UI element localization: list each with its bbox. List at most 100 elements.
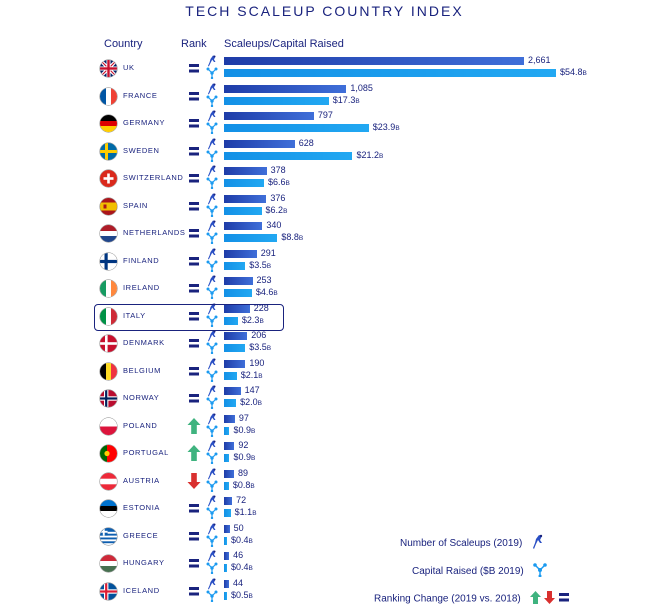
scaleups-bar [224, 139, 295, 148]
rank-equal-icon [187, 499, 201, 517]
capital-value-label: $54.8B [560, 67, 587, 77]
scaleup-rocket-icon [206, 165, 218, 177]
flag-switzerland-icon [100, 170, 117, 187]
scaleups-value-label: 89 [238, 467, 249, 478]
capital-network-icon [206, 452, 218, 464]
capital-value-label: $0.9B [233, 452, 256, 462]
rank-equal-icon [187, 59, 201, 77]
scaleups-bar [224, 249, 257, 258]
scaleups-value-label: 92 [238, 440, 249, 450]
capital-network-icon [206, 480, 218, 492]
row-netherlands: NETHERLANDS 340 $8.8B [0, 220, 649, 246]
capital-value-label: $23.9B [372, 122, 400, 132]
scaleups-bar [224, 277, 253, 285]
row-hungary: HUNGARY 46 $0.4B [0, 550, 649, 576]
capital-value-label: $2.3B [241, 314, 264, 325]
country-label: AUSTRIA [123, 475, 160, 485]
rank-equal-icon [187, 582, 201, 600]
rank-equal-icon [187, 389, 201, 407]
flag-austria-icon [100, 472, 117, 490]
flag-belgium-icon [100, 362, 117, 380]
flag-greece-icon [100, 527, 117, 545]
rank-equal-icon [187, 114, 201, 132]
rank-up-icon [187, 444, 201, 462]
scaleups-bar [224, 194, 267, 203]
capital-network-icon [206, 342, 218, 354]
legend-scaleups-label: Number of Scaleups (2019) [400, 538, 523, 550]
row-poland: POLAND 97 $0.9B [0, 413, 649, 439]
capital-network-icon [206, 205, 218, 217]
scaleup-rocket-icon [531, 534, 545, 553]
scaleup-rocket-icon [206, 550, 218, 562]
flag-italy-icon [100, 307, 117, 325]
scaleups-bar [224, 222, 263, 230]
scaleups-bar [224, 552, 230, 560]
row-finland: FINLAND 291 $3.5B [0, 248, 649, 274]
flag-netherlands-icon [100, 225, 117, 242]
rank-equal-icon [187, 87, 201, 105]
legend-rank-change-label: Ranking Change (2019 vs. 2018) [374, 593, 521, 605]
legend-rank-change: Ranking Change (2019 vs. 2018) [374, 591, 570, 607]
capital-network-icon [206, 507, 218, 519]
scaleup-rocket-icon [206, 220, 218, 232]
scaleup-rocket-icon [206, 413, 218, 425]
capital-bar [224, 536, 227, 545]
scaleups-value-label: 253 [256, 275, 272, 285]
country-label: DENMARK [123, 338, 165, 347]
country-label: ICELAND [123, 585, 160, 595]
flag-hungary-icon [100, 555, 117, 572]
scaleups-value-label: 340 [266, 220, 282, 230]
capital-bar [224, 124, 369, 132]
rank-equal-icon [187, 197, 201, 215]
rank-up-arrow-icon [529, 591, 541, 607]
scaleup-rocket-icon [206, 83, 218, 95]
capital-network-icon [206, 562, 218, 574]
rank-equal-icon [187, 307, 201, 325]
scaleups-value-label: 228 [253, 302, 269, 313]
capital-value-label: $21.2B [356, 149, 384, 160]
row-switzerland: SWITZERLAND 378 $6.6B [0, 165, 649, 191]
flag-estonia-icon [100, 500, 117, 517]
capital-bar [224, 179, 264, 187]
rank-equal-icon [187, 334, 201, 352]
scaleup-rocket-icon [206, 55, 218, 67]
row-spain: SPAIN 376 $6.2B [0, 193, 649, 219]
capital-bar [224, 234, 278, 242]
capital-bar [224, 289, 252, 297]
scaleups-bar [224, 304, 250, 313]
flag-uk-icon [100, 60, 117, 77]
flag-poland-icon [100, 417, 117, 435]
scaleups-value-label: 44 [232, 577, 243, 588]
capital-bar [224, 481, 229, 490]
capital-value-label: $3.5B [249, 342, 272, 352]
scaleup-rocket-icon [206, 523, 218, 535]
scaleups-value-label: 378 [270, 165, 286, 175]
country-label: NETHERLANDS [123, 228, 186, 237]
legend-capital: Capital Raised ($B 2019) [412, 563, 547, 580]
scaleup-rocket-icon [206, 110, 218, 122]
country-label: ESTONIA [123, 503, 160, 512]
capital-value-label: $2.0B [240, 397, 262, 407]
capital-network-icon [206, 67, 218, 79]
scaleup-rocket-icon [206, 440, 218, 452]
country-label: SWEDEN [123, 145, 160, 155]
row-belgium: BELGIUM 190 $2.1B [0, 358, 649, 384]
row-denmark: DENMARK 206 $3.5B [0, 330, 649, 356]
capital-bar [224, 69, 556, 77]
scaleups-value-label: 46 [233, 550, 244, 560]
row-austria: AUSTRIA 89 $0.8B [0, 468, 649, 494]
flag-spain-icon [100, 197, 117, 215]
country-label: GREECE [123, 530, 159, 540]
country-label: FINLAND [123, 255, 160, 265]
capital-network-icon [206, 315, 218, 327]
capital-value-label: $2.1B [240, 369, 263, 380]
scaleup-rocket-icon [206, 468, 218, 480]
capital-network-icon [206, 370, 218, 382]
flag-ireland-icon [100, 280, 117, 297]
country-label: IRELAND [123, 283, 160, 292]
scaleups-value-label: 50 [233, 522, 244, 533]
metric-column-header: Scaleups/Capital Raised [224, 38, 344, 50]
scaleups-value-label: 72 [236, 495, 247, 505]
rank-equal-icon [187, 279, 201, 297]
scaleup-rocket-icon [206, 578, 218, 590]
